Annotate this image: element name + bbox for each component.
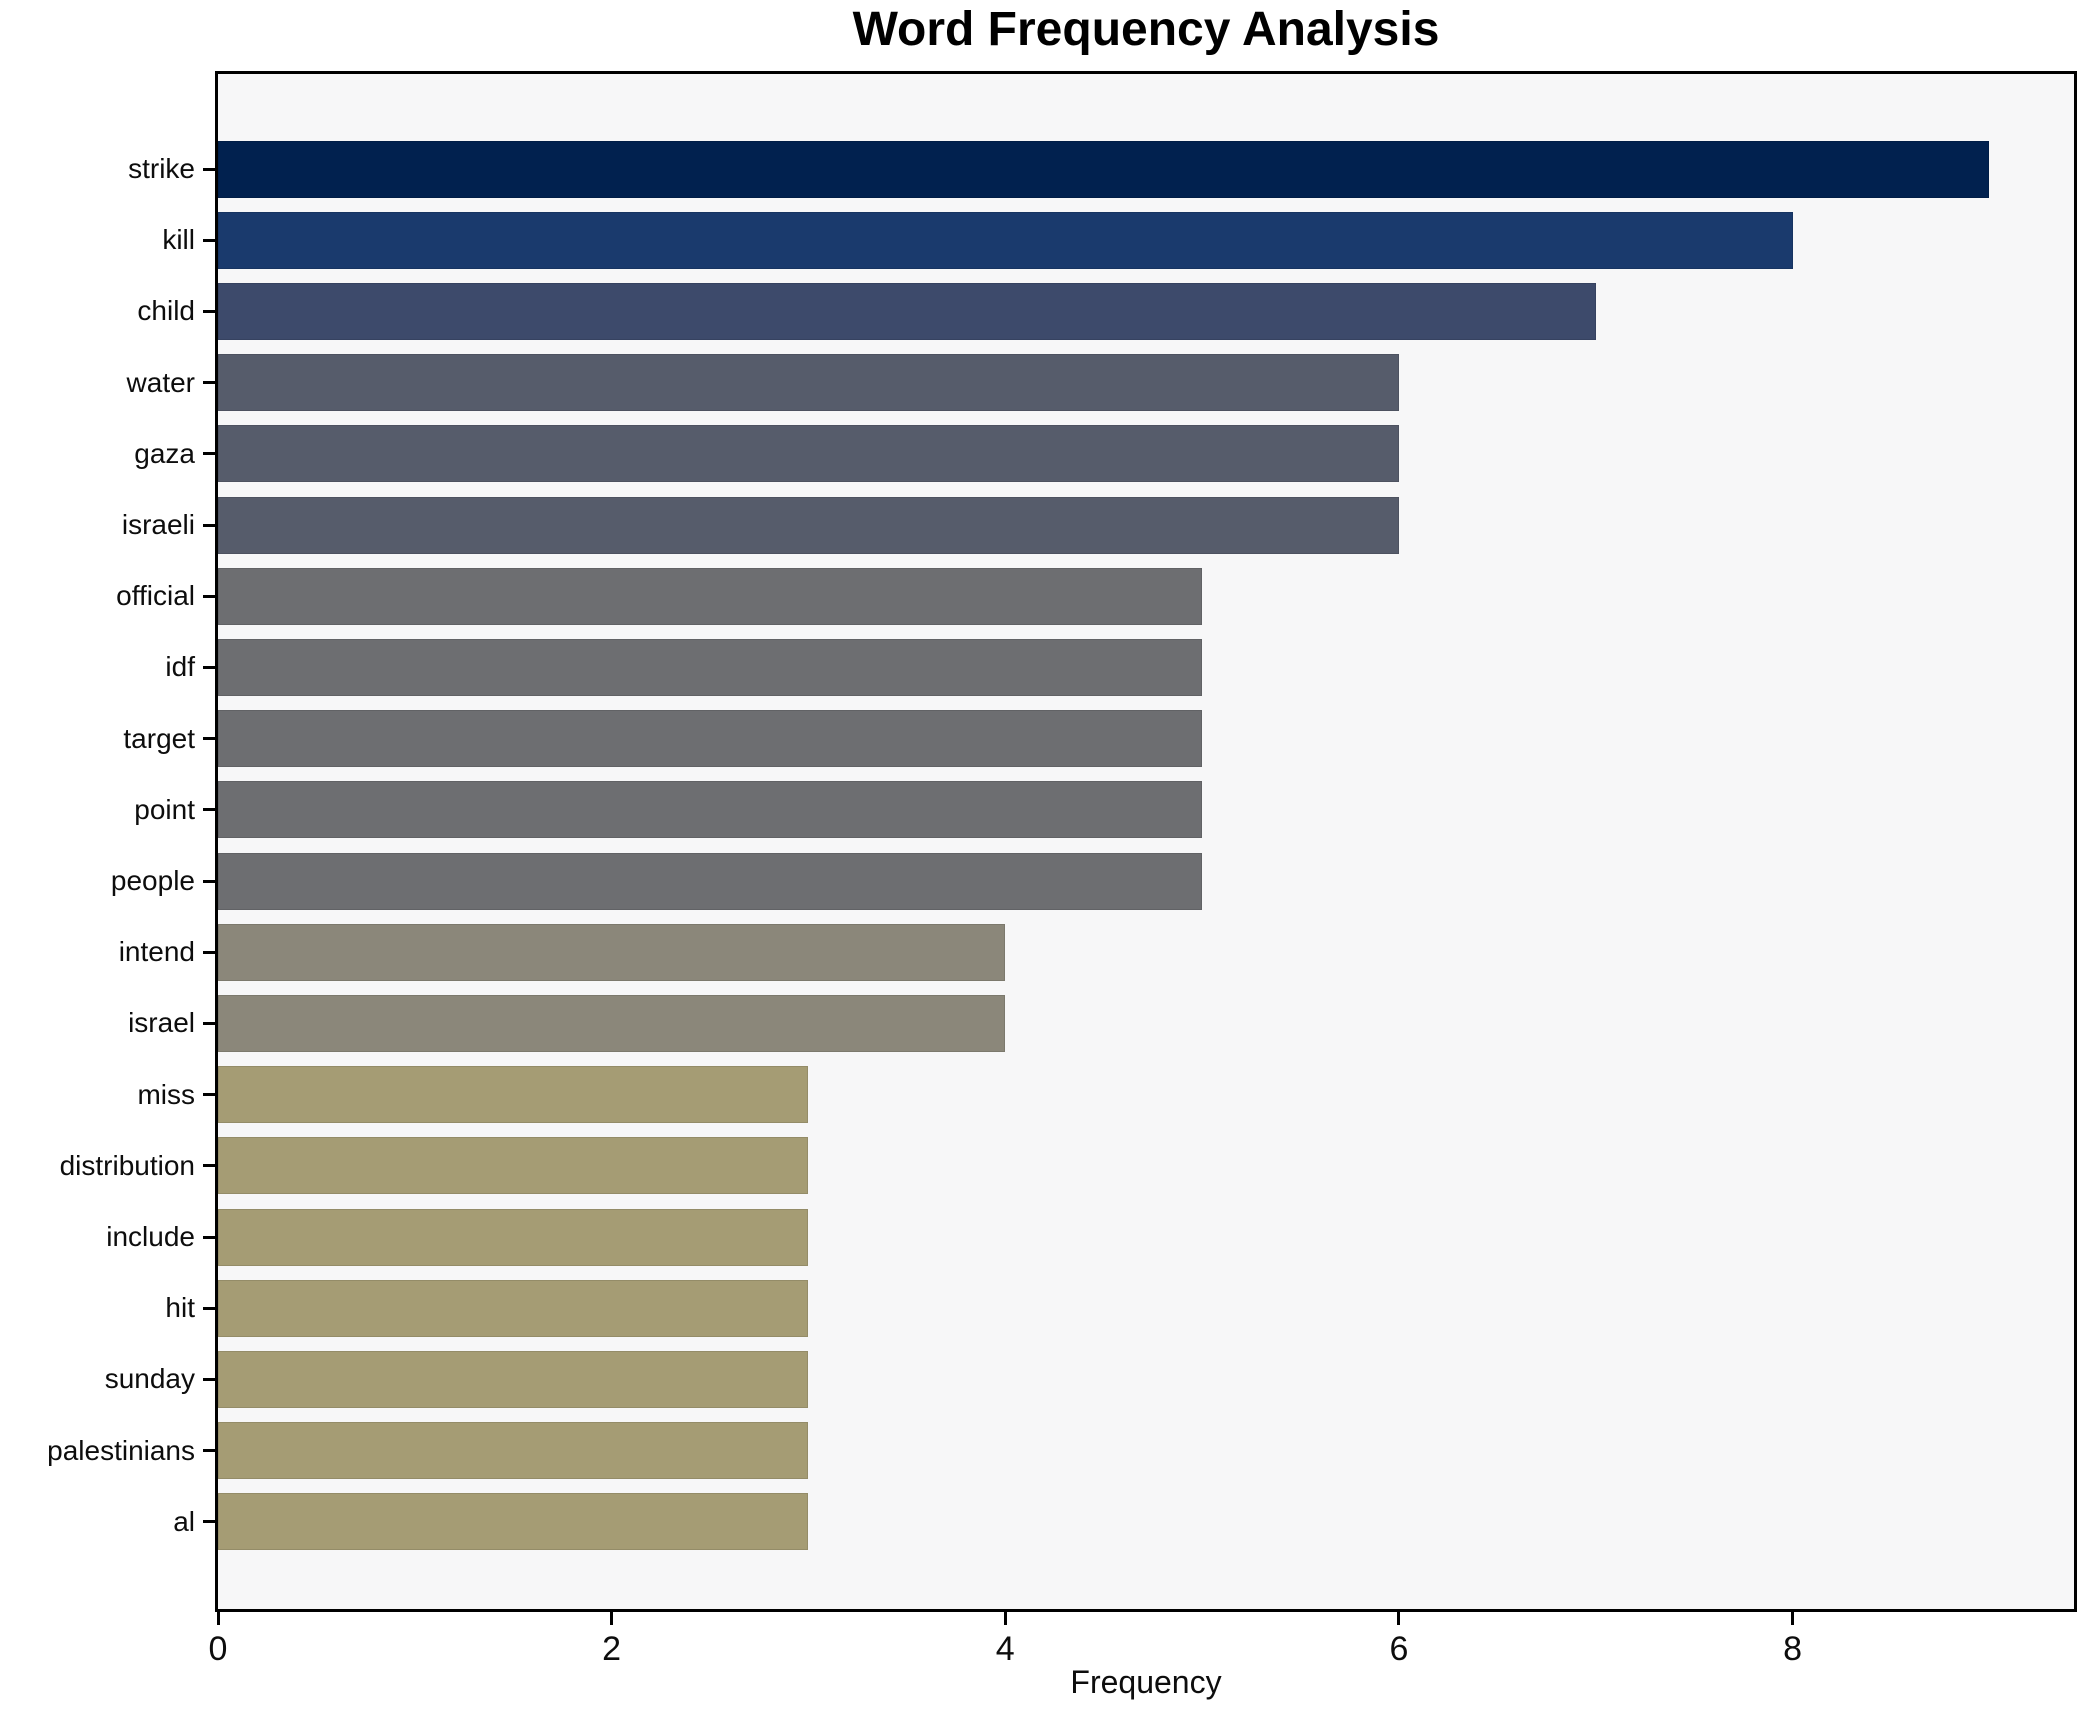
y-tick-label-israel: israel [128,1007,195,1039]
y-tick-mark-hit [203,1306,215,1310]
y-tick-mark-child [203,309,215,313]
y-tick-label-official: official [116,580,195,612]
y-tick-mark-kill [203,238,215,242]
y-tick-mark-idf [203,665,215,669]
y-tick-mark-people [203,879,215,883]
y-tick-label-palestinians: palestinians [47,1434,195,1466]
bar-sunday [218,1350,809,1408]
y-tick-label-child: child [137,295,195,327]
y-tick-mark-gaza [203,452,215,456]
y-tick-label-distribution: distribution [59,1149,195,1181]
y-tick-label-miss: miss [137,1078,195,1110]
bar-strike [218,140,1990,198]
bar-miss [218,1066,809,1124]
y-tick-label-al: al [173,1505,195,1537]
y-tick-mark-israel [203,1021,215,1025]
x-tick-label-0: 0 [208,1630,228,1668]
y-tick-label-idf: idf [165,651,195,683]
bar-include [218,1208,809,1266]
y-tick-mark-strike [203,167,215,171]
bar-gaza [218,425,1399,483]
bar-water [218,354,1399,412]
y-tick-label-include: include [106,1221,195,1252]
bar-israeli [218,496,1399,554]
y-tick-mark-target [203,737,215,741]
y-tick-label-strike: strike [128,153,195,184]
x-tick-mark-8 [1791,1612,1795,1625]
y-tick-mark-israeli [203,523,215,527]
y-tick-label-gaza: gaza [134,437,195,469]
y-tick-label-water: water [126,366,195,398]
x-tick-mark-2 [610,1612,614,1625]
plot-area [215,71,2077,1612]
y-tick-mark-miss [203,1093,215,1097]
bar-israel [218,994,1006,1052]
x-axis-title: Frequency [1070,1664,1222,1700]
y-tick-label-sunday: sunday [104,1363,195,1395]
y-tick-mark-al [203,1520,215,1524]
bar-target [218,710,1203,768]
y-tick-mark-distribution [203,1164,215,1168]
x-tick-mark-0 [216,1612,220,1625]
y-tick-mark-point [203,808,215,812]
x-tick-label-4: 4 [995,1630,1015,1668]
y-tick-label-point: point [134,793,195,825]
y-tick-mark-water [203,381,215,385]
bar-intend [218,923,1006,981]
x-tick-label-2: 2 [602,1630,622,1668]
bar-idf [218,638,1203,696]
x-tick-label-8: 8 [1783,1630,1802,1668]
y-tick-mark-include [203,1235,215,1239]
chart-title: Word Frequency Analysis [852,3,1440,56]
y-tick-mark-intend [203,950,215,954]
bar-child [218,282,1596,340]
y-tick-label-hit: hit [165,1292,195,1324]
y-tick-label-israeli: israeli [121,509,195,540]
bar-hit [218,1279,809,1337]
bar-distribution [218,1137,809,1195]
x-tick-label-6: 6 [1389,1630,1409,1668]
y-tick-mark-official [203,594,215,598]
x-tick-mark-4 [1003,1612,1007,1625]
y-tick-label-target: target [123,722,195,754]
y-tick-label-kill: kill [162,224,195,256]
bar-people [218,852,1203,910]
y-tick-mark-sunday [203,1377,215,1381]
y-tick-label-intend: intend [118,936,195,968]
x-tick-mark-6 [1397,1612,1401,1625]
y-tick-mark-palestinians [203,1449,215,1453]
y-tick-label-people: people [110,865,195,896]
bar-palestinians [218,1422,809,1480]
bar-al [218,1493,809,1551]
bar-kill [218,211,1793,269]
bar-point [218,781,1203,839]
bar-official [218,567,1203,625]
